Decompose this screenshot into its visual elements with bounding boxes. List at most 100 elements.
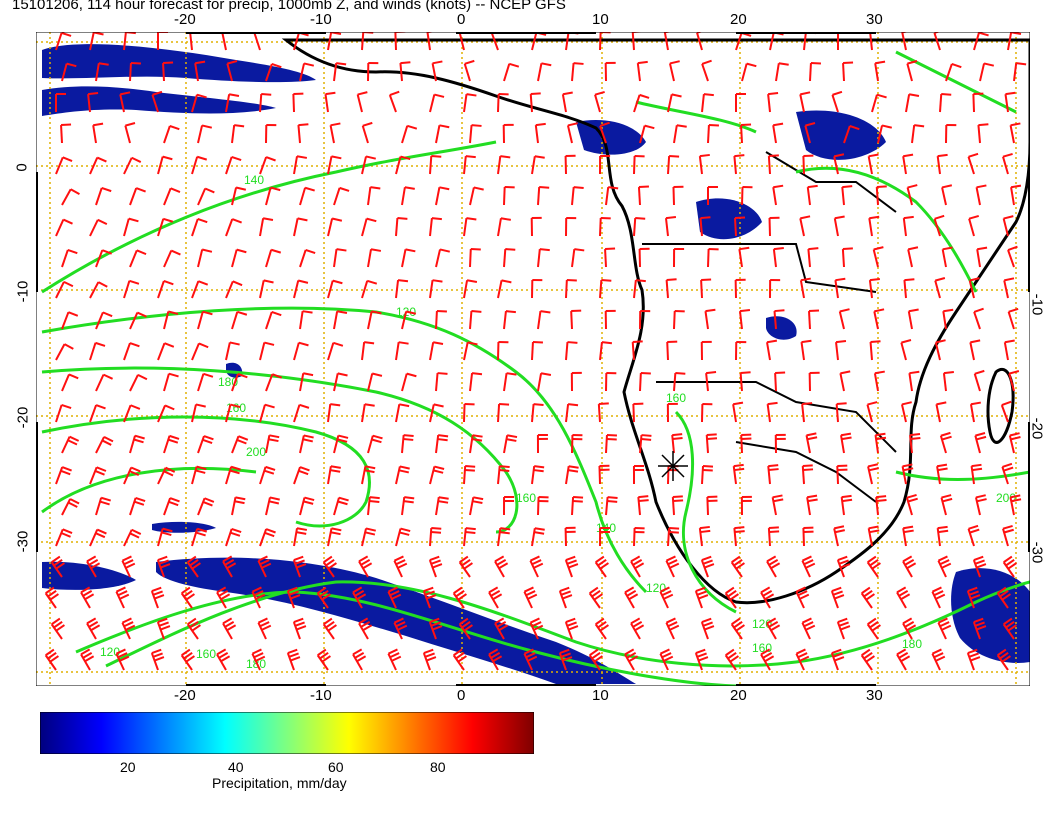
wind-barb xyxy=(594,90,605,113)
contour-2 xyxy=(41,306,648,594)
wind-barb xyxy=(494,555,509,578)
wind-barb xyxy=(939,93,952,113)
wind-barb xyxy=(700,278,712,299)
wind-barb xyxy=(937,555,952,578)
wind-barb xyxy=(732,463,745,485)
wind-barb xyxy=(571,248,585,268)
wind-barb xyxy=(706,495,718,516)
wind-barb xyxy=(802,526,814,547)
wind-barb xyxy=(393,555,408,578)
wind-barb xyxy=(896,586,911,609)
wind-barb xyxy=(931,586,946,609)
left-tick-lat-m20: -20 xyxy=(14,406,32,429)
wind-barb xyxy=(772,122,784,144)
wind-barb xyxy=(463,155,476,175)
wind-barb xyxy=(327,155,342,175)
wind-barb xyxy=(631,340,643,361)
wind-barb xyxy=(197,372,214,392)
wind-barb xyxy=(598,464,610,485)
wind-barb xyxy=(157,404,175,423)
wind-barb xyxy=(89,218,108,237)
wind-barb xyxy=(231,186,247,206)
wind-barb xyxy=(257,617,272,640)
wind-barb xyxy=(123,156,142,175)
wind-barb xyxy=(123,342,140,361)
wind-barb xyxy=(394,32,406,51)
wind-barb xyxy=(806,494,818,516)
wind-barb xyxy=(707,124,719,144)
wind-barb xyxy=(458,617,473,640)
wind-barb xyxy=(197,435,214,454)
wind-barb xyxy=(61,435,80,454)
wind-barb xyxy=(225,527,242,547)
wind-barb xyxy=(571,186,584,206)
wind-barb xyxy=(605,186,619,206)
wind-barb xyxy=(327,279,343,299)
wind-barb xyxy=(401,372,417,392)
wind-barb xyxy=(395,527,411,547)
wind-barb xyxy=(89,341,106,361)
wind-barb xyxy=(605,372,617,392)
wind-barb xyxy=(401,310,417,330)
wind-barb xyxy=(157,466,176,485)
wind-barb xyxy=(463,341,478,361)
wind-barb xyxy=(61,311,79,330)
wind-barb xyxy=(194,60,206,82)
wind-barb xyxy=(60,123,72,144)
wind-barb xyxy=(163,249,181,268)
wind-barb xyxy=(95,496,112,516)
colorbar-title: Precipitation, mm/day xyxy=(212,775,347,791)
wind-barb xyxy=(534,122,546,144)
wind-barb xyxy=(429,341,444,361)
wind-barb xyxy=(503,310,516,330)
wind-barb xyxy=(537,372,552,392)
wind-barb xyxy=(841,247,853,268)
wind-barb xyxy=(55,93,66,112)
contour-label: 140 xyxy=(244,173,264,187)
wind-barb xyxy=(630,555,645,578)
wind-barb xyxy=(639,310,651,330)
wind-barb xyxy=(265,496,280,516)
wind-barb xyxy=(129,62,141,82)
contour-label: 120 xyxy=(100,645,120,659)
wind-barb xyxy=(773,309,785,330)
wind-barb xyxy=(463,403,475,423)
wind-barb xyxy=(361,121,373,144)
wind-barb xyxy=(945,63,962,82)
wind-barb xyxy=(605,496,618,516)
wind-barb xyxy=(974,432,987,454)
wind-barb xyxy=(698,525,711,547)
wind-barb xyxy=(259,279,274,299)
wind-barb xyxy=(231,248,247,268)
wind-barb xyxy=(388,90,400,113)
wind-barb xyxy=(835,340,847,361)
wind-barb xyxy=(129,434,145,454)
wind-barb xyxy=(497,93,509,113)
wind-barb xyxy=(429,93,445,113)
wind-barb xyxy=(565,341,578,361)
wind-barb xyxy=(771,494,784,516)
wind-barb xyxy=(124,122,136,144)
wind-barb xyxy=(191,465,207,485)
wind-barb xyxy=(327,32,342,51)
wind-barb xyxy=(361,527,376,547)
wind-barb xyxy=(156,555,171,578)
wind-barb xyxy=(361,279,378,299)
wind-barb xyxy=(435,124,450,144)
wind-barb xyxy=(197,248,213,268)
wind-barb xyxy=(905,93,920,113)
wind-barb xyxy=(95,186,112,206)
wind-barb xyxy=(216,648,231,671)
wind-barb xyxy=(698,153,710,175)
wind-barb xyxy=(401,186,415,206)
wind-barb xyxy=(191,155,208,175)
top-tick-lon-30: 30 xyxy=(866,11,883,28)
bottom-tick-lon-m10: -10 xyxy=(310,687,332,704)
wind-barb xyxy=(226,60,238,82)
wind-barb xyxy=(666,402,678,423)
wind-barb xyxy=(523,586,538,609)
wind-barb xyxy=(86,555,101,578)
wind-barb xyxy=(531,279,543,299)
wind-barb xyxy=(395,217,408,237)
wind-barb xyxy=(902,617,917,640)
